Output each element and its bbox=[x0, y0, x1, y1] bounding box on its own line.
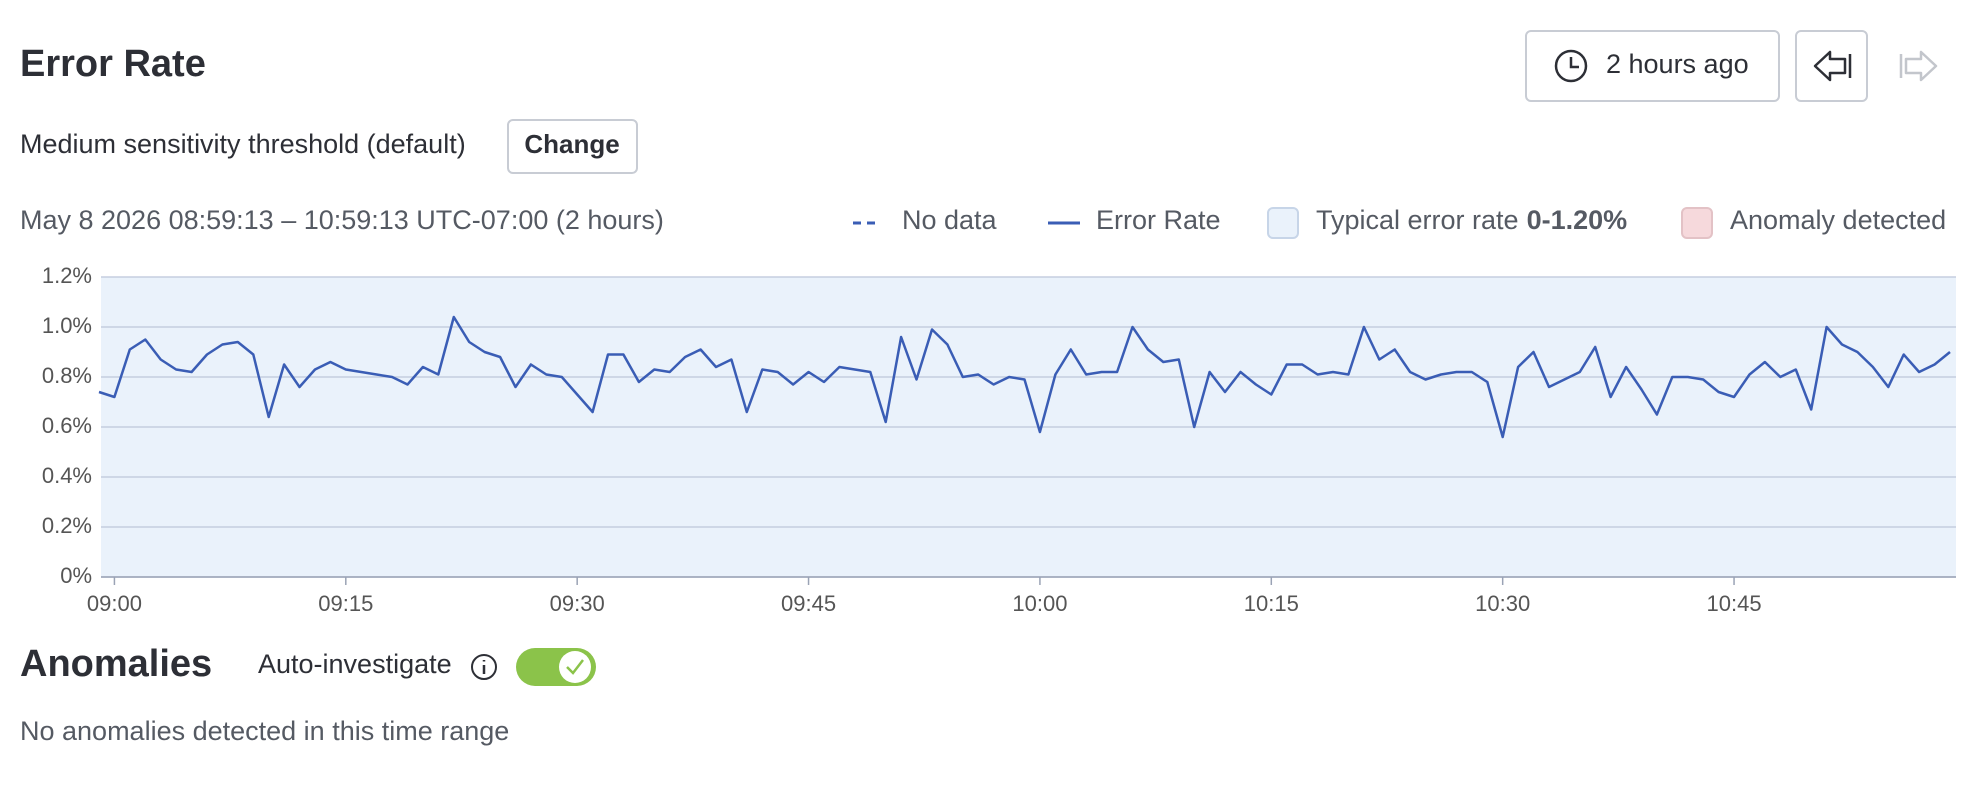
time-button-label: 2 hours ago bbox=[1606, 49, 1749, 79]
legend-typical-range: 0-1.20% bbox=[1527, 205, 1628, 235]
button-frame bbox=[507, 119, 638, 174]
y-tick-label: 0% bbox=[60, 563, 92, 588]
anomalies-title: Anomalies bbox=[20, 643, 212, 685]
legend-no-data: No data bbox=[902, 205, 998, 235]
x-tick-label: 09:00 bbox=[87, 591, 142, 616]
empty-message: No anomalies detected in this time range bbox=[20, 716, 509, 746]
x-tick-label: 10:30 bbox=[1475, 591, 1530, 616]
legend-typical: Typical error rate 0-1.20% bbox=[1316, 205, 1627, 235]
back-icon bbox=[1813, 50, 1852, 82]
x-tick-label: 09:30 bbox=[550, 591, 605, 616]
y-tick-label: 0.4% bbox=[42, 463, 92, 488]
info-icon[interactable] bbox=[471, 654, 497, 680]
y-tick-label: 1.2% bbox=[42, 263, 92, 288]
plot: 0% 0.2% 0.4% 0.6% 0.8% 1.0% 1.2% 09:00 09:15 09:3… bbox=[42, 263, 1956, 616]
y-tick-label: 0.8% bbox=[42, 363, 92, 388]
forward-icon[interactable] bbox=[1899, 50, 1938, 82]
time-button[interactable]: 2 hours ago bbox=[1525, 30, 1780, 102]
info-circle bbox=[471, 654, 497, 680]
change-button[interactable]: Change bbox=[507, 119, 638, 174]
x-tick-label: 10:00 bbox=[1012, 591, 1067, 616]
date-range: May 8 2026 08:59:13 – 10:59:13 UTC-07:00… bbox=[20, 205, 664, 235]
y-tick-label: 1.0% bbox=[42, 313, 92, 338]
threshold-text: Medium sensitivity threshold (default) bbox=[20, 129, 466, 159]
legend-anomaly-swatch bbox=[1681, 207, 1713, 239]
toggle-check bbox=[566, 659, 584, 675]
y-tick-label: 0.6% bbox=[42, 413, 92, 438]
back-button[interactable] bbox=[1795, 30, 1868, 102]
button-frame bbox=[1525, 30, 1780, 102]
legend-band-swatch bbox=[1267, 207, 1299, 239]
clock-hands bbox=[1569, 57, 1579, 69]
x-tick-label: 09:15 bbox=[318, 591, 373, 616]
x-tick-label: 10:15 bbox=[1244, 591, 1299, 616]
x-tick-label: 10:45 bbox=[1707, 591, 1762, 616]
change-label: Change bbox=[524, 129, 619, 159]
toggle-knob bbox=[559, 651, 591, 683]
title: Error Rate bbox=[20, 43, 206, 85]
legend-typical-text: Typical error rate bbox=[1316, 205, 1519, 235]
series-line bbox=[98, 315, 1951, 439]
legend-anomaly: Anomaly detected bbox=[1730, 205, 1946, 235]
toggle-label: Auto-investigate bbox=[258, 649, 452, 679]
x-tick-label: 09:45 bbox=[781, 591, 836, 616]
auto-investigate-toggle[interactable] bbox=[516, 648, 596, 686]
y-tick-label: 0.2% bbox=[42, 513, 92, 538]
button-frame bbox=[1795, 30, 1868, 102]
clock-icon bbox=[1554, 49, 1588, 83]
legend-series: Error Rate bbox=[1096, 205, 1221, 235]
